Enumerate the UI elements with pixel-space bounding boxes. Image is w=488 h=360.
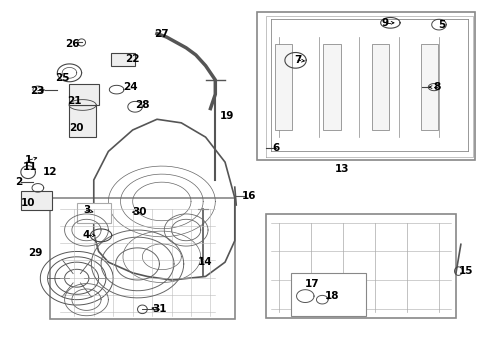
Text: 11: 11 bbox=[23, 162, 38, 172]
Text: 7: 7 bbox=[294, 55, 301, 65]
Bar bbox=[420, 44, 437, 130]
Text: 9: 9 bbox=[381, 18, 388, 28]
Text: 10: 10 bbox=[21, 198, 35, 208]
Bar bbox=[50, 198, 234, 319]
Bar bbox=[266, 214, 455, 318]
Text: 19: 19 bbox=[220, 111, 234, 121]
Bar bbox=[371, 44, 388, 130]
Text: 28: 28 bbox=[135, 100, 149, 110]
Bar bbox=[290, 273, 366, 316]
Text: 29: 29 bbox=[28, 248, 42, 258]
Text: 23: 23 bbox=[31, 86, 45, 96]
Bar bbox=[69, 84, 99, 105]
Bar bbox=[274, 44, 291, 130]
Bar bbox=[256, 12, 474, 160]
Text: 31: 31 bbox=[152, 304, 166, 314]
Bar bbox=[21, 191, 52, 210]
Text: 1: 1 bbox=[24, 156, 32, 165]
Text: 8: 8 bbox=[432, 82, 439, 92]
Text: 26: 26 bbox=[64, 39, 79, 49]
Text: 3: 3 bbox=[82, 205, 90, 215]
Bar bbox=[111, 53, 135, 66]
Text: 4: 4 bbox=[82, 230, 90, 240]
Text: 20: 20 bbox=[69, 123, 84, 133]
Text: 14: 14 bbox=[198, 257, 212, 267]
Text: 15: 15 bbox=[458, 266, 472, 276]
Text: 18: 18 bbox=[324, 291, 339, 301]
Text: 5: 5 bbox=[437, 19, 444, 30]
Bar bbox=[69, 105, 96, 137]
Text: 2: 2 bbox=[15, 177, 22, 187]
Text: 17: 17 bbox=[305, 279, 319, 289]
Text: 25: 25 bbox=[55, 73, 69, 83]
Text: 22: 22 bbox=[125, 54, 140, 64]
Text: 13: 13 bbox=[334, 164, 348, 174]
Text: 21: 21 bbox=[67, 96, 81, 107]
Text: 27: 27 bbox=[154, 28, 169, 39]
Text: 16: 16 bbox=[242, 191, 256, 201]
Bar bbox=[323, 44, 340, 130]
Text: 6: 6 bbox=[272, 143, 279, 153]
Text: 12: 12 bbox=[42, 167, 57, 177]
Text: 30: 30 bbox=[132, 207, 147, 217]
Text: 24: 24 bbox=[122, 82, 137, 92]
Bar bbox=[77, 203, 111, 223]
